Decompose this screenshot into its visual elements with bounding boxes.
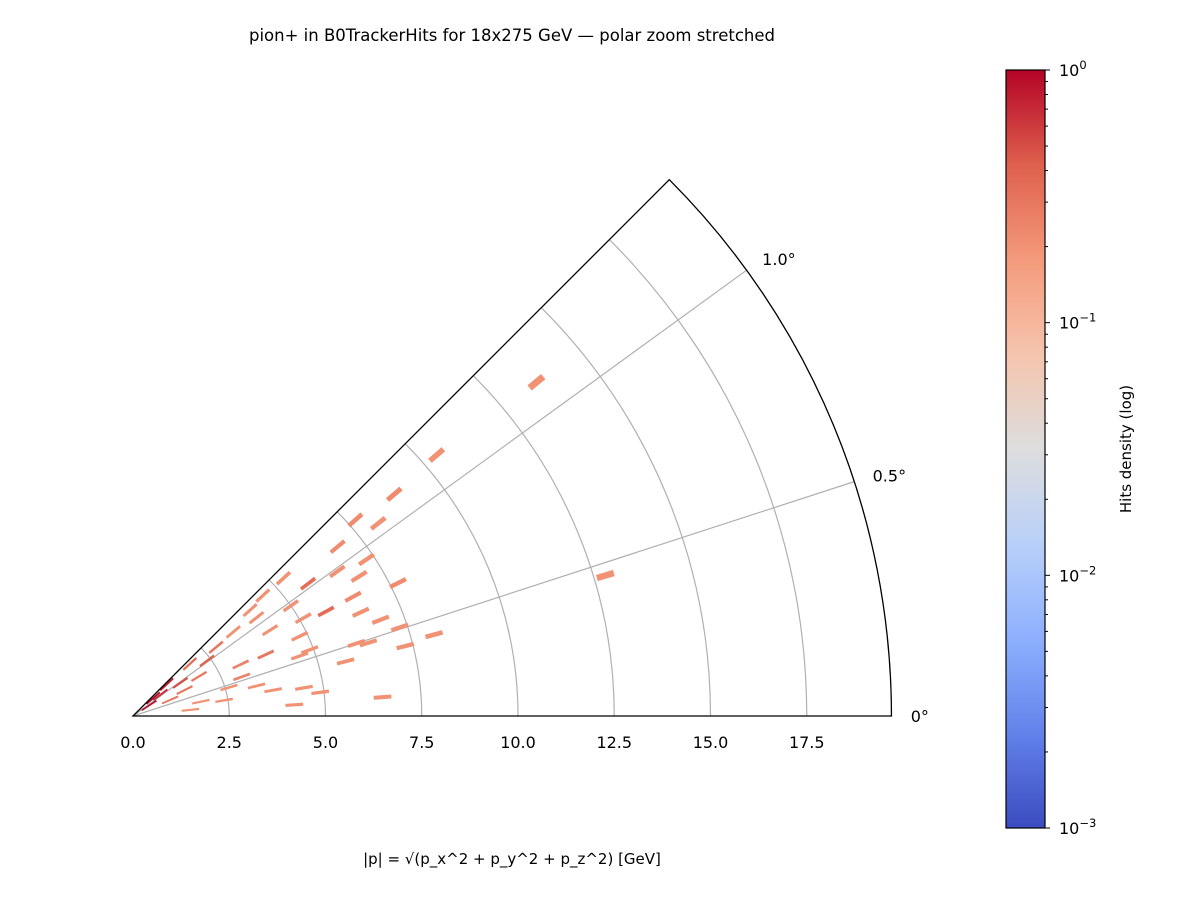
- colorbar-tick-label: 100: [1059, 58, 1087, 80]
- heatmap-cell: [159, 677, 174, 692]
- heatmap-cell: [350, 570, 368, 583]
- heatmap-cell: [261, 624, 279, 637]
- r-tick-label: 15.0: [693, 733, 729, 752]
- heatmap-cell: [347, 638, 366, 648]
- heatmap-cell: [290, 651, 309, 661]
- theta-tick-labels: 0° 0.5° 1.0°: [762, 250, 929, 726]
- heatmap-cell: [371, 614, 390, 625]
- theta-gridline: [132, 481, 855, 717]
- r-tick-label: 12.5: [596, 733, 632, 752]
- colorbar-tick-label: 10−2: [1059, 563, 1096, 585]
- heatmap-cell: [199, 654, 215, 667]
- r-gridline: [268, 579, 327, 717]
- heatmap-cell: [299, 576, 317, 591]
- r-tick-label: 7.5: [409, 733, 434, 752]
- heatmap-cell: [275, 570, 292, 586]
- r-gridline: [404, 443, 519, 717]
- theta-tick-label: 0°: [911, 707, 929, 726]
- colorbar-gradient: [1005, 69, 1046, 829]
- colorbar-tick-label: 10−1: [1059, 311, 1096, 333]
- heatmap-cell: [255, 588, 271, 603]
- heatmap-cell: [264, 687, 283, 694]
- r-gridline: [200, 647, 230, 717]
- r-gridline: [336, 511, 423, 717]
- heatmap-cell: [396, 641, 415, 651]
- heatmap-cell: [248, 610, 265, 625]
- heatmap-cell: [282, 599, 300, 613]
- polar-frame-outline: [131, 178, 893, 717]
- heatmap-cells: [141, 373, 615, 712]
- heatmap-cell: [329, 539, 346, 554]
- heatmap-cell: [373, 694, 392, 700]
- heatmap-cell: [359, 638, 378, 648]
- r-tick-label: 5.0: [313, 733, 338, 752]
- r-tick-label: 2.5: [217, 733, 242, 752]
- colorbar-tick-label: 10−3: [1059, 816, 1096, 838]
- heatmap-cell: [351, 606, 370, 618]
- theta-tick-label: 1.0°: [762, 250, 795, 269]
- polar-frame: [131, 178, 893, 717]
- r-tick-label: 0.0: [120, 733, 145, 752]
- heatmap-cell: [389, 577, 407, 590]
- heatmap-cell: [300, 645, 319, 655]
- heatmap-cell: [369, 516, 387, 531]
- heatmap-cell: [172, 676, 189, 689]
- heatmap-cell: [317, 605, 335, 618]
- r-tick-label: 10.0: [500, 733, 536, 752]
- heatmap-cell: [428, 447, 446, 463]
- heatmap-cell: [181, 707, 200, 712]
- heatmap-cell: [385, 486, 403, 502]
- heatmap-cell: [141, 699, 158, 711]
- r-tick-label: 17.5: [789, 733, 825, 752]
- heatmap-cell: [146, 691, 161, 705]
- chart-title: pion+ in B0TrackerHits for 18x275 GeV — …: [249, 26, 775, 45]
- colorbar-label: Hits density (log): [1117, 385, 1135, 513]
- heatmap-cell: [390, 622, 409, 633]
- heatmap-cell: [247, 682, 266, 690]
- theta-gridline: [132, 269, 747, 717]
- theta-tick-label: 0.5°: [873, 467, 906, 486]
- colorbar: 100 10−1 10−2 10−3: [1005, 58, 1096, 838]
- x-axis-label: |p| = √(p_x^2 + p_y^2 + p_z^2) [GeV]: [363, 850, 661, 869]
- heatmap-cell: [294, 684, 313, 691]
- r-gridline: [472, 375, 615, 717]
- heatmap-cell: [291, 630, 309, 642]
- heatmap-cell: [347, 512, 364, 528]
- heatmap-cell: [285, 702, 304, 707]
- heatmap-cell: [232, 659, 250, 670]
- heatmap-cell: [311, 689, 330, 696]
- heatmap-cell: [242, 603, 258, 618]
- heatmap-cell: [257, 649, 275, 660]
- heatmap-cell: [176, 685, 194, 695]
- heatmap-cell: [344, 590, 362, 603]
- r-gridline: [540, 307, 712, 717]
- heatmap-cell: [215, 697, 233, 704]
- heatmap-cell: [424, 630, 444, 640]
- heatmap-cell: [336, 657, 355, 666]
- heatmap-cell: [225, 625, 242, 639]
- r-tick-labels: 0.0 2.5 5.0 7.5 10.0 12.5 15.0 17.5: [120, 733, 824, 752]
- heatmap-cell: [191, 698, 210, 705]
- heatmap-cell: [328, 564, 346, 579]
- r-gridline: [608, 239, 808, 717]
- heatmap-cell: [161, 695, 179, 705]
- heatmap-cell: [182, 657, 198, 671]
- heatmap-cell: [190, 670, 208, 682]
- heatmap-cell: [232, 672, 251, 682]
- heatmap-cell: [152, 688, 168, 701]
- polar-grid: [132, 239, 855, 717]
- heatmap-cell: [208, 640, 224, 654]
- heatmap-cell: [595, 569, 615, 582]
- heatmap-cell: [220, 683, 238, 692]
- heatmap-cell: [294, 612, 312, 625]
- heatmap-cell: [527, 373, 546, 391]
- heatmap-cell: [357, 552, 376, 567]
